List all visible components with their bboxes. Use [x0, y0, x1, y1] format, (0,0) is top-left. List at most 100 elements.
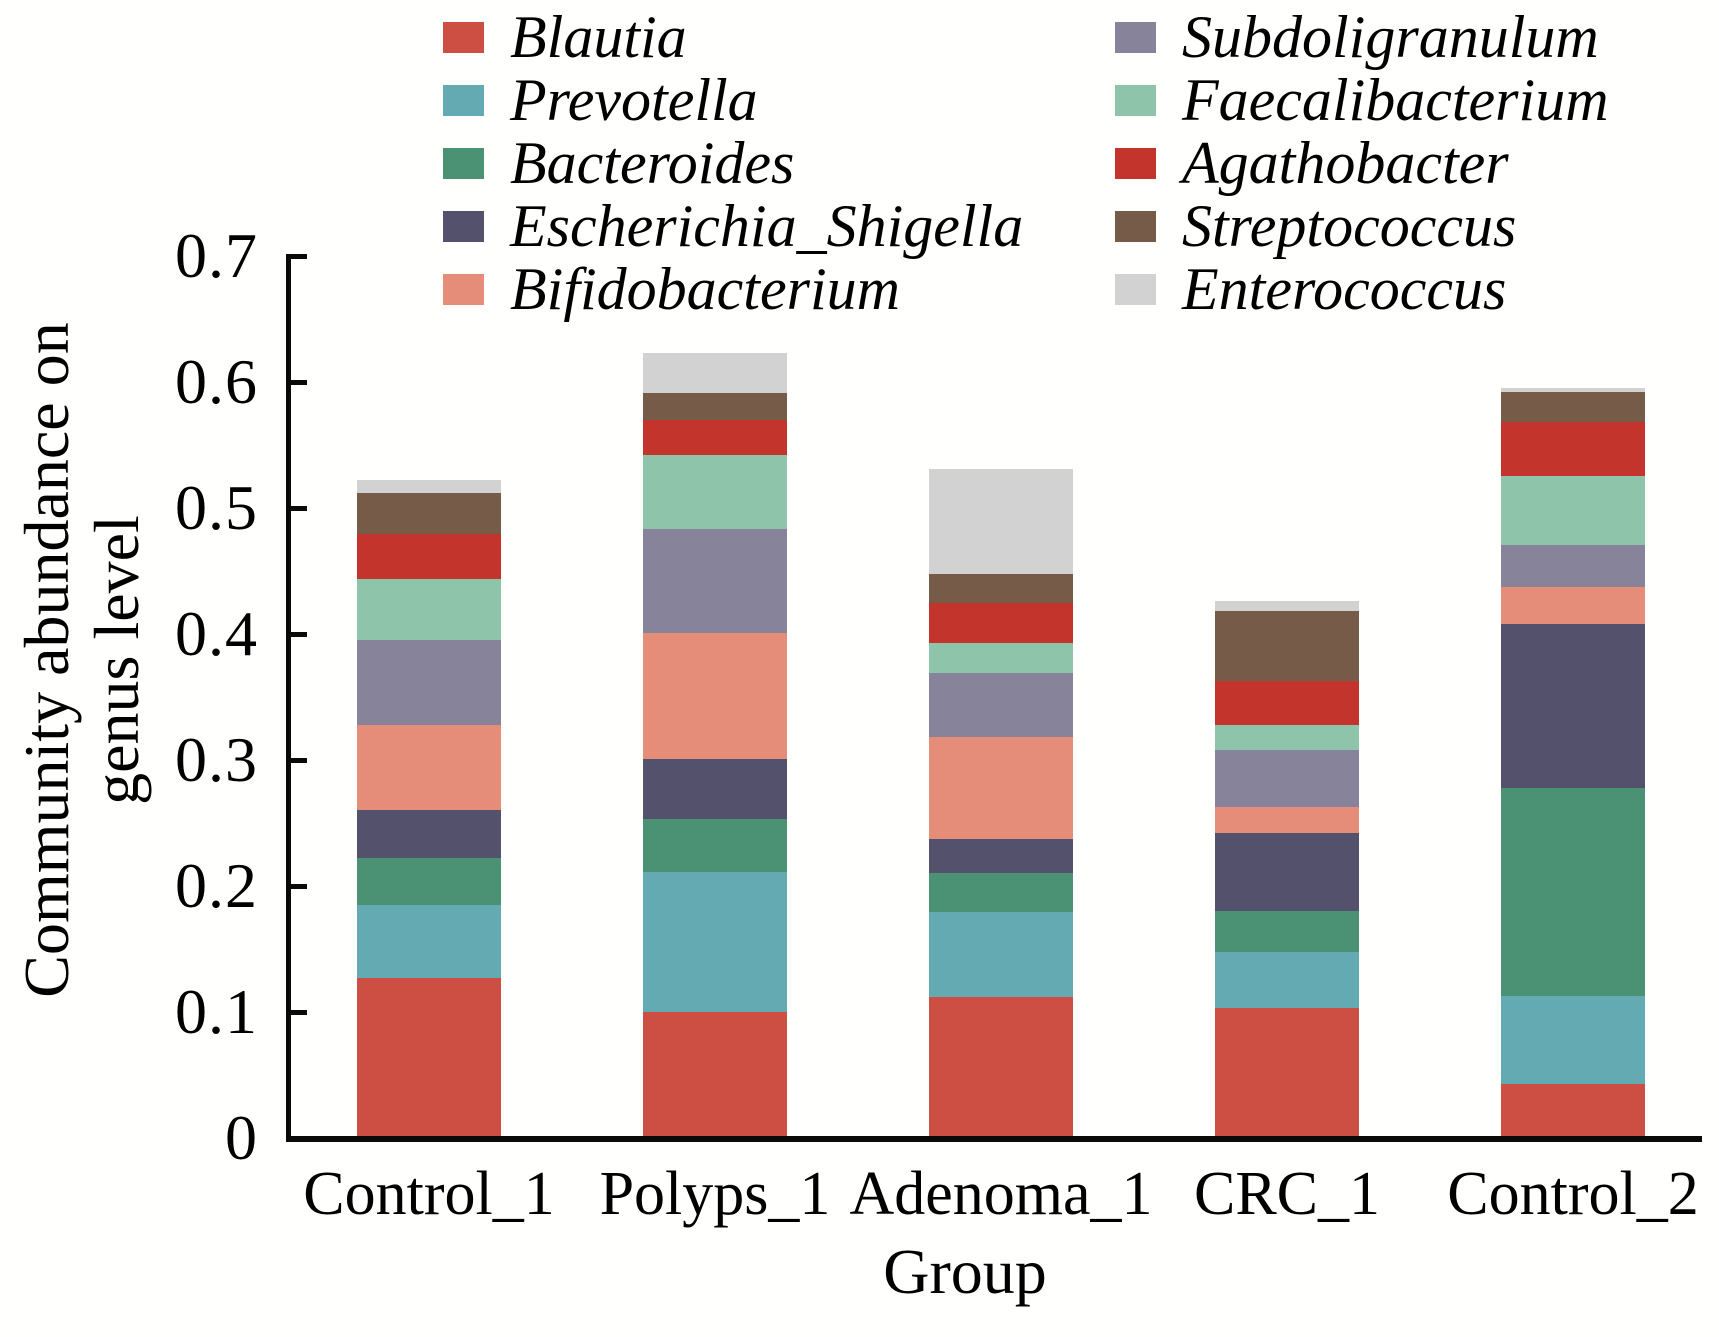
bar-segment-Control_1-Agathobacter — [357, 534, 501, 579]
legend-item-Faecalibacterium: Faecalibacterium — [1115, 69, 1609, 131]
legend-label-Escherichia_Shigella: Escherichia_Shigella — [510, 193, 1024, 259]
y-tick-label-0.7: 0.7 — [175, 220, 258, 291]
legend-swatch-Escherichia_Shigella — [443, 210, 484, 242]
legend-item-Enterococcus: Enterococcus — [1115, 258, 1506, 320]
bar-segment-CRC_1-Agathobacter — [1215, 681, 1359, 725]
bar-segment-Adenoma_1-Bacteroides — [929, 873, 1073, 912]
legend-label-Bacteroides: Bacteroides — [510, 130, 795, 196]
legend-swatch-Agathobacter — [1115, 147, 1156, 179]
bar-segment-Adenoma_1-Escherichia_Shigella — [929, 839, 1073, 873]
legend-item-Agathobacter: Agathobacter — [1115, 132, 1509, 194]
y-tick-label-0.6: 0.6 — [175, 346, 258, 417]
bar-segment-Control_2-Escherichia_Shigella — [1501, 624, 1645, 788]
bar-segment-Adenoma_1-Agathobacter — [929, 603, 1073, 643]
legend-label-Prevotella: Prevotella — [510, 67, 758, 133]
y-tick-label-0.1: 0.1 — [175, 976, 258, 1047]
y-tick-mark-0.5 — [289, 506, 307, 511]
y-tick-mark-0.2 — [289, 884, 307, 889]
x-tick-label-Adenoma_1: Adenoma_1 — [849, 1160, 1153, 1228]
y-tick-mark-0.1 — [289, 1010, 307, 1015]
bar-segment-Control_1-Streptococcus — [357, 493, 501, 534]
legend-swatch-Faecalibacterium — [1115, 84, 1156, 116]
bar-segment-Polyps_1-Escherichia_Shigella — [643, 759, 787, 819]
bar-segment-CRC_1-Bacteroides — [1215, 911, 1359, 952]
y-tick-mark-0.3 — [289, 758, 307, 763]
y-axis-title-line-1: Community abundance on — [11, 322, 82, 998]
legend-swatch-Enterococcus — [1115, 273, 1156, 305]
y-axis-line — [286, 254, 291, 1142]
legend-item-Bifidobacterium: Bifidobacterium — [443, 258, 900, 320]
bar-segment-Control_1-Prevotella — [357, 905, 501, 978]
y-tick-mark-0.6 — [289, 380, 307, 385]
bar-segment-Polyps_1-Faecalibacterium — [643, 455, 787, 529]
bar-segment-Control_2-Prevotella — [1501, 996, 1645, 1084]
bar-segment-CRC_1-Prevotella — [1215, 952, 1359, 1008]
x-tick-label-Control_2: Control_2 — [1447, 1160, 1699, 1228]
bar-segment-Polyps_1-Bifidobacterium — [643, 633, 787, 759]
y-tick-mark-0.4 — [289, 632, 307, 637]
bar-segment-Adenoma_1-Enterococcus — [929, 469, 1073, 574]
bar-segment-CRC_1-Enterococcus — [1215, 601, 1359, 611]
bar-segment-CRC_1-Blautia — [1215, 1008, 1359, 1138]
bar-segment-Polyps_1-Agathobacter — [643, 420, 787, 455]
legend-item-Bacteroides: Bacteroides — [443, 132, 794, 194]
x-tick-label-CRC_1: CRC_1 — [1193, 1160, 1381, 1228]
bar-segment-Control_2-Subdoligranulum — [1501, 545, 1645, 587]
legend-label-Subdoligranulum: Subdoligranulum — [1182, 4, 1599, 70]
x-tick-label-Polyps_1: Polyps_1 — [599, 1160, 831, 1228]
bar-segment-Polyps_1-Subdoligranulum — [643, 529, 787, 633]
legend-item-Blautia: Blautia — [443, 6, 687, 68]
legend-swatch-Streptococcus — [1115, 210, 1156, 242]
legend-swatch-Subdoligranulum — [1115, 21, 1156, 53]
bar-segment-Control_2-Enterococcus — [1501, 388, 1645, 392]
legend-label-Agathobacter: Agathobacter — [1182, 130, 1509, 196]
y-tick-label-0.2: 0.2 — [175, 850, 258, 921]
y-tick-label-0.3: 0.3 — [175, 724, 258, 795]
legend-item-Prevotella: Prevotella — [443, 69, 758, 131]
y-tick-label-0.4: 0.4 — [175, 598, 258, 669]
legend-item-Subdoligranulum: Subdoligranulum — [1115, 6, 1599, 68]
x-axis-title: Group — [883, 1236, 1047, 1307]
bar-segment-Adenoma_1-Prevotella — [929, 912, 1073, 997]
bar-segment-Polyps_1-Blautia — [643, 1012, 787, 1138]
bar-segment-Control_2-Agathobacter — [1501, 422, 1645, 476]
bar-segment-Polyps_1-Bacteroides — [643, 819, 787, 872]
legend-label-Faecalibacterium: Faecalibacterium — [1182, 67, 1609, 133]
legend-swatch-Bacteroides — [443, 147, 484, 179]
bar-segment-Control_2-Faecalibacterium — [1501, 476, 1645, 545]
legend-label-Bifidobacterium: Bifidobacterium — [510, 256, 900, 322]
legend-item-Escherichia_Shigella: Escherichia_Shigella — [443, 195, 1023, 257]
x-tick-label-Control_1: Control_1 — [303, 1160, 555, 1228]
bar-segment-Control_2-Bacteroides — [1501, 788, 1645, 996]
legend-label-Enterococcus: Enterococcus — [1182, 256, 1507, 322]
bar-segment-Control_1-Faecalibacterium — [357, 579, 501, 640]
bar-segment-CRC_1-Escherichia_Shigella — [1215, 833, 1359, 911]
legend-swatch-Bifidobacterium — [443, 273, 484, 305]
bar-segment-Control_1-Bacteroides — [357, 858, 501, 905]
y-axis-title-line-2: genus level — [81, 515, 152, 805]
bar-segment-Control_1-Subdoligranulum — [357, 640, 501, 725]
bar-segment-Control_1-Enterococcus — [357, 480, 501, 493]
bar-segment-Control_1-Escherichia_Shigella — [357, 810, 501, 858]
bar-segment-Control_1-Bifidobacterium — [357, 725, 501, 810]
legend-swatch-Blautia — [443, 21, 484, 53]
bar-segment-Control_1-Blautia — [357, 978, 501, 1138]
bar-segment-Adenoma_1-Blautia — [929, 997, 1073, 1138]
bar-segment-CRC_1-Faecalibacterium — [1215, 725, 1359, 750]
y-tick-label-0.5: 0.5 — [175, 472, 258, 543]
y-tick-label-0: 0 — [225, 1102, 258, 1173]
bar-segment-Polyps_1-Prevotella — [643, 872, 787, 1012]
bar-segment-CRC_1-Streptococcus — [1215, 611, 1359, 681]
bar-segment-Control_2-Bifidobacterium — [1501, 587, 1645, 624]
bar-segment-Adenoma_1-Subdoligranulum — [929, 673, 1073, 737]
bar-segment-CRC_1-Subdoligranulum — [1215, 750, 1359, 807]
bar-segment-Adenoma_1-Faecalibacterium — [929, 643, 1073, 673]
bar-segment-Adenoma_1-Bifidobacterium — [929, 737, 1073, 839]
legend-label-Blautia: Blautia — [510, 4, 687, 70]
legend-label-Streptococcus: Streptococcus — [1182, 193, 1517, 259]
x-axis-line — [286, 1136, 1702, 1142]
bar-segment-Polyps_1-Enterococcus — [643, 353, 787, 393]
bar-segment-Adenoma_1-Streptococcus — [929, 574, 1073, 603]
y-tick-mark-0.7 — [289, 254, 307, 259]
